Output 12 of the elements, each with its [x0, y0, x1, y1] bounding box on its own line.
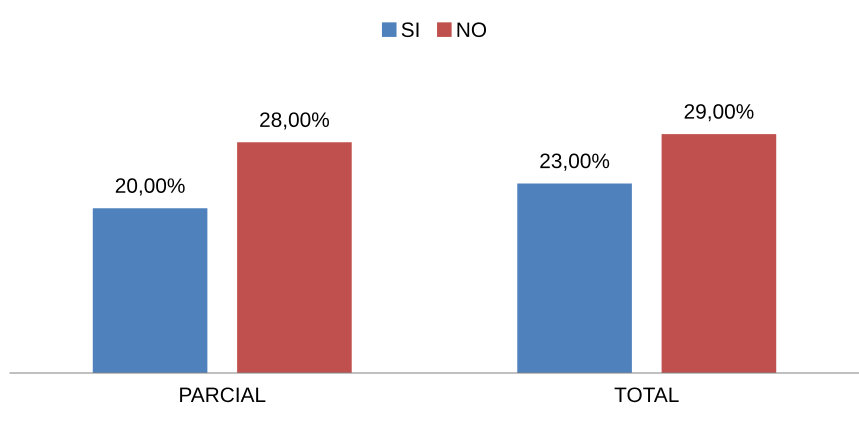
bar [517, 184, 632, 373]
data-label: 20,00% [116, 178, 185, 196]
legend-label: SI [402, 22, 418, 38]
bar [92, 208, 208, 373]
data-label: 29,00% [684, 104, 754, 122]
x-tick-label: PARCIAL [180, 387, 266, 402]
legend-label: NO [458, 22, 486, 38]
data-label: 23,00% [540, 154, 610, 171]
bar [662, 134, 776, 373]
bar [237, 142, 352, 373]
data-label: 28,00% [260, 112, 330, 130]
x-tick-label: TOTAL [614, 387, 679, 402]
